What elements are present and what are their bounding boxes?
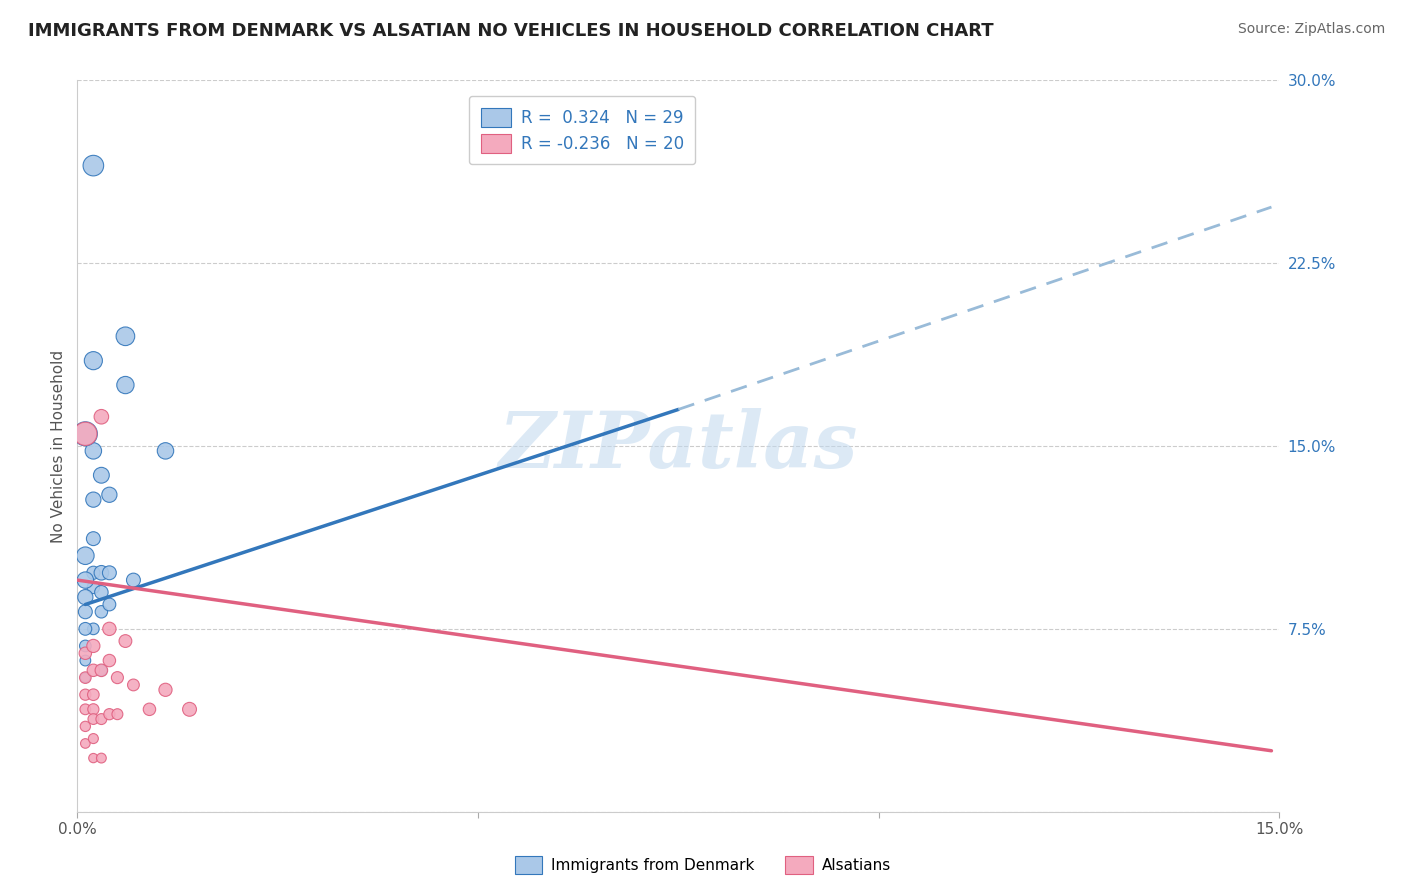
Point xyxy=(98,566,121,580)
Point xyxy=(75,622,97,636)
Point xyxy=(75,671,97,685)
Point xyxy=(75,671,97,685)
Point xyxy=(82,639,104,653)
Point xyxy=(98,654,121,668)
Point xyxy=(155,443,177,458)
Point xyxy=(138,702,160,716)
Point xyxy=(90,468,112,483)
Point xyxy=(90,409,112,424)
Point xyxy=(114,634,136,648)
Point xyxy=(90,751,112,765)
Point xyxy=(90,566,112,580)
Point xyxy=(82,443,104,458)
Point xyxy=(75,639,97,653)
Point xyxy=(75,549,97,563)
Point xyxy=(75,605,97,619)
Point xyxy=(82,159,104,173)
Point xyxy=(75,426,97,441)
Text: IMMIGRANTS FROM DENMARK VS ALSATIAN NO VEHICLES IN HOUSEHOLD CORRELATION CHART: IMMIGRANTS FROM DENMARK VS ALSATIAN NO V… xyxy=(28,22,994,40)
Point xyxy=(114,378,136,392)
Point xyxy=(75,646,97,660)
Point xyxy=(75,736,97,750)
Point xyxy=(122,678,145,692)
Point xyxy=(75,719,97,733)
Y-axis label: No Vehicles in Household: No Vehicles in Household xyxy=(51,350,66,542)
Point xyxy=(82,581,104,595)
Point xyxy=(114,329,136,343)
Point xyxy=(98,488,121,502)
Point xyxy=(82,688,104,702)
Point xyxy=(75,573,97,587)
Point xyxy=(75,590,97,604)
Point xyxy=(90,663,112,677)
Point xyxy=(82,712,104,726)
Point xyxy=(82,702,104,716)
Point xyxy=(75,426,97,441)
Point xyxy=(98,707,121,722)
Point xyxy=(82,663,104,677)
Point xyxy=(122,573,145,587)
Point xyxy=(90,585,112,599)
Point xyxy=(75,654,97,668)
Point xyxy=(82,532,104,546)
Point xyxy=(82,751,104,765)
Point xyxy=(107,707,129,722)
Point xyxy=(75,702,97,716)
Point xyxy=(179,702,201,716)
Point xyxy=(82,492,104,507)
Point xyxy=(82,566,104,580)
Point xyxy=(90,605,112,619)
Point xyxy=(98,622,121,636)
Text: Source: ZipAtlas.com: Source: ZipAtlas.com xyxy=(1237,22,1385,37)
Point xyxy=(90,663,112,677)
Point xyxy=(90,712,112,726)
Point xyxy=(155,682,177,697)
Point xyxy=(98,598,121,612)
Legend: R =  0.324   N = 29, R = -0.236   N = 20: R = 0.324 N = 29, R = -0.236 N = 20 xyxy=(470,96,696,164)
Point xyxy=(82,353,104,368)
Text: ZIPatlas: ZIPatlas xyxy=(499,408,858,484)
Point xyxy=(107,671,129,685)
Point xyxy=(82,731,104,746)
Point xyxy=(75,688,97,702)
Point xyxy=(82,622,104,636)
Legend: Immigrants from Denmark, Alsatians: Immigrants from Denmark, Alsatians xyxy=(509,850,897,880)
